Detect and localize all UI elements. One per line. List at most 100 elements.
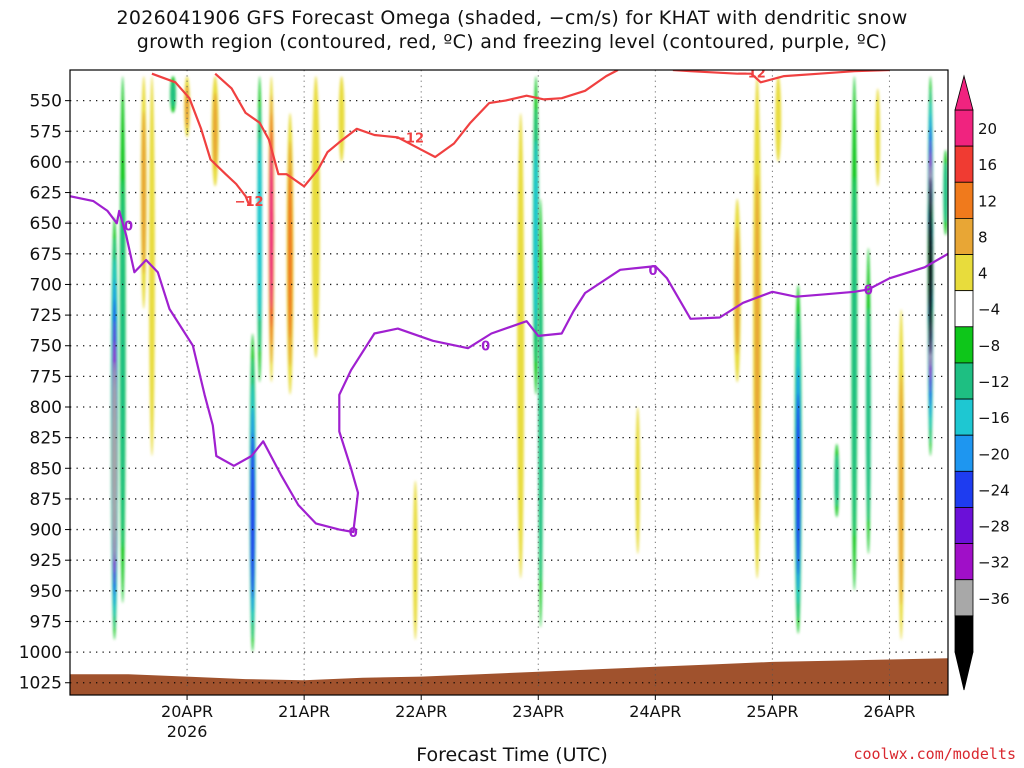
y-tick-label-675: 675	[30, 245, 62, 265]
omega-level-4	[311, 76, 320, 358]
omega-level-4	[875, 88, 881, 187]
chart-title-line-2: growth region (contoured, red, ºC) and f…	[136, 31, 888, 53]
colorbar-swatch-9	[954, 434, 974, 472]
omega-plume-1	[119, 76, 126, 604]
y-tick-label-550: 550	[30, 92, 62, 112]
colorbar-swatch-10	[954, 470, 974, 508]
x-tick-label-23APR: 23APR	[512, 702, 564, 721]
colorbar-swatch-2	[954, 181, 974, 219]
colorbar-swatch-4	[954, 254, 974, 292]
omega-plume-25	[875, 88, 881, 187]
x-tick-label-26APR: 26APR	[863, 702, 915, 721]
plot-frame	[69, 69, 949, 696]
y-tick-label-625: 625	[30, 184, 62, 204]
omega-plume-5	[184, 76, 190, 138]
colorbar-label-12: −32	[978, 554, 1010, 572]
omega-plume-11	[311, 76, 320, 358]
omega-plume-22	[834, 443, 840, 518]
y-axis: 550 575 600 625 650 675 700 725 750 775 800 825 850 8…	[19, 92, 70, 694]
omega-plume-2	[140, 76, 147, 309]
y-tick-label-1025: 1025	[19, 674, 62, 694]
colorbar-label-6: −8	[978, 337, 1000, 355]
omega-plume-19	[753, 76, 762, 579]
y-tick-label-650: 650	[30, 214, 62, 234]
contour-label-3: 0	[864, 283, 873, 298]
contour-line-0	[70, 195, 948, 534]
contour-line-2	[672, 70, 890, 84]
omega-plume-24	[866, 247, 871, 555]
omega-level-4	[635, 407, 640, 555]
colorbar-swatch-8	[954, 398, 974, 436]
omega-plume-27	[927, 76, 934, 457]
omega-level-8	[852, 176, 857, 537]
y-tick-label-875: 875	[30, 490, 62, 510]
omega-plume-17	[635, 407, 640, 555]
omega-level-32	[112, 361, 117, 563]
colorbar-label-4: 4	[978, 265, 988, 283]
x-tick-label-24APR: 24APR	[629, 702, 681, 721]
y-tick-label-975: 975	[30, 612, 62, 632]
y-tick-label-925: 925	[30, 551, 62, 571]
colorbar-label-2: 12	[978, 192, 997, 210]
colorbar-label-5: −4	[978, 301, 1000, 319]
y-tick-label-600: 600	[30, 153, 62, 173]
omega-plume-20	[775, 76, 782, 162]
colorbar-label-0: 20	[978, 120, 997, 138]
omega-plume-7	[249, 333, 256, 653]
omega-level-8	[120, 178, 125, 548]
colorbar-swatch-11	[954, 507, 974, 545]
colorbar: 20 16 12 8 4 −4 −8 −12 −16 −20 −24 −28 −32 −36	[954, 74, 1010, 691]
omega-level-12	[257, 137, 262, 322]
contour-label-2: 0	[648, 264, 657, 279]
y-tick-label-825: 825	[30, 429, 62, 449]
omega-level-8	[170, 81, 176, 108]
colorbar-swatch-0	[954, 109, 974, 147]
omega-plume-26	[898, 308, 905, 640]
omega-plume-10	[286, 112, 294, 395]
contour-line-1	[214, 70, 619, 188]
omega-plume-12	[338, 76, 345, 162]
x-tick-sublabel: 2026	[167, 722, 208, 741]
contours: −12 −12 −12 0 0 0 0 0	[70, 70, 948, 541]
omega-level-8	[866, 307, 871, 522]
omega-level-8	[943, 162, 948, 223]
contour-label-0: −12	[235, 195, 264, 210]
omega-level-36	[928, 177, 933, 355]
colorbar-top-arrow	[954, 74, 974, 111]
omega-level-4	[517, 112, 525, 579]
omega-level-4	[338, 76, 345, 162]
omega-level-8	[754, 174, 760, 526]
omega-level-12	[533, 139, 539, 332]
colorbar-label-13: −36	[978, 590, 1010, 608]
colorbar-label-10: −24	[978, 481, 1010, 499]
y-tick-label-575: 575	[30, 122, 62, 142]
omega-level-8	[538, 282, 543, 583]
terrain-surface	[70, 658, 948, 695]
x-axis-title: Forecast Time (UTC)	[416, 744, 608, 766]
omega-plume-0	[110, 217, 118, 640]
x-tick-label-22APR: 22APR	[395, 702, 447, 721]
x-tick-label-21APR: 21APR	[278, 702, 330, 721]
omega-level-20	[250, 432, 255, 599]
colorbar-label-8: −16	[978, 409, 1010, 427]
y-tick-label-725: 725	[30, 306, 62, 326]
colorbar-swatch-13	[954, 579, 974, 617]
omega-shading	[110, 76, 948, 653]
y-tick-label-800: 800	[30, 398, 62, 418]
omega-level-20	[795, 393, 801, 576]
colorbar-bottom-arrow	[954, 651, 974, 691]
omega-level-12	[287, 169, 293, 339]
omega-level-8	[898, 373, 904, 606]
omega-level-8	[212, 92, 218, 170]
y-tick-label-775: 775	[30, 367, 62, 387]
y-tick-label-850: 850	[30, 459, 62, 479]
colorbar-swatch-7	[954, 362, 974, 400]
credit-text: coolwx.com/modelts	[853, 745, 1016, 763]
omega-plume-6	[211, 76, 219, 187]
chart-title-line-1: 2026041906 GFS Forecast Omega (shaded, −…	[116, 7, 908, 29]
colorbar-swatch-12	[954, 543, 974, 581]
omega-level-4	[775, 76, 782, 162]
colorbar-swatch-3	[954, 217, 974, 255]
omega-level-8	[735, 226, 740, 355]
